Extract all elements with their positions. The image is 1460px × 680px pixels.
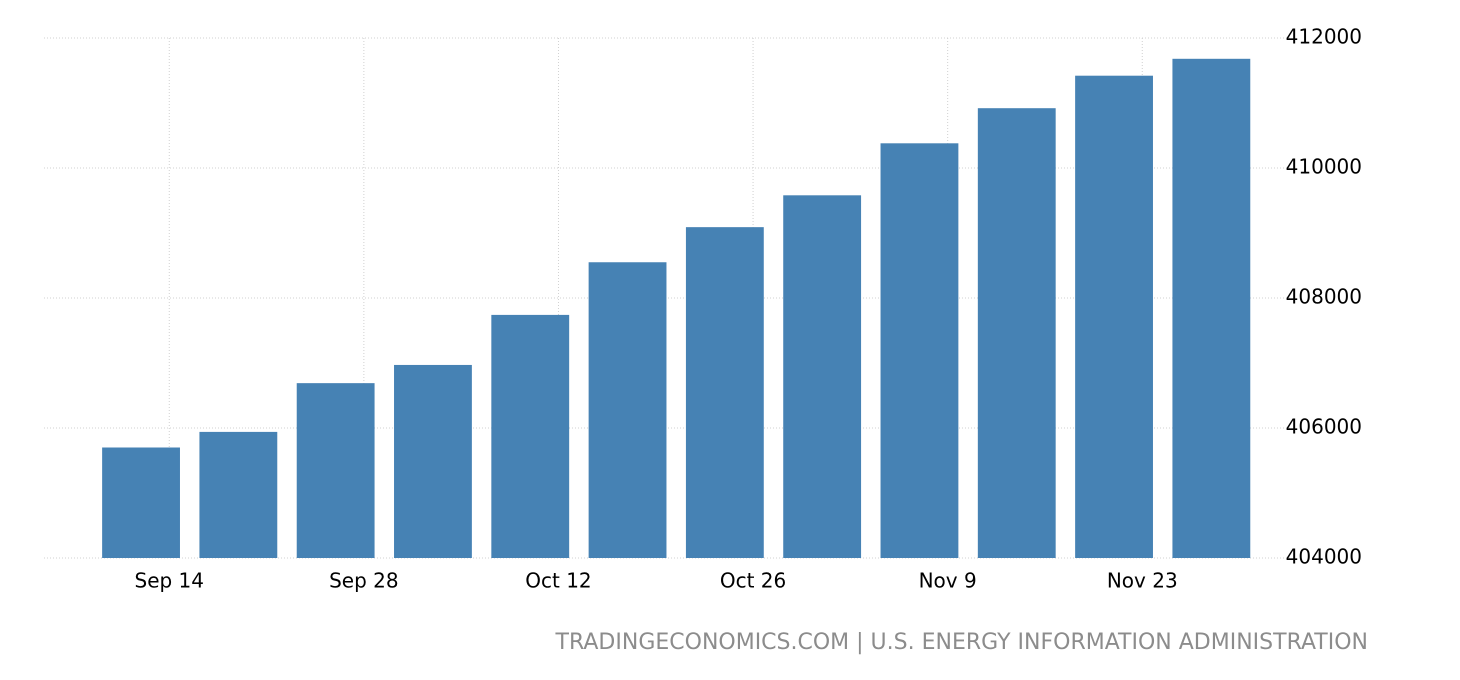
bar	[296, 383, 375, 558]
bar	[588, 262, 667, 558]
y-tick-label: 404000	[1286, 545, 1362, 569]
bar	[102, 447, 180, 558]
y-tick-label: 406000	[1286, 415, 1362, 439]
bar	[783, 195, 862, 559]
bar	[880, 143, 959, 559]
y-tick-label: 408000	[1286, 285, 1362, 309]
x-tick-label: Nov 9	[919, 569, 977, 593]
bar	[977, 108, 1056, 558]
x-tick-label: Oct 12	[525, 569, 591, 593]
source-note: TRADINGECONOMICS.COM | U.S. ENERGY INFOR…	[555, 630, 1368, 655]
x-tick-label: Sep 28	[329, 569, 399, 593]
bar	[491, 314, 570, 558]
bar	[1172, 58, 1251, 559]
bar	[394, 364, 472, 558]
x-tick-label: Nov 23	[1107, 569, 1178, 593]
bar	[1075, 75, 1153, 558]
bar	[199, 431, 278, 558]
bar	[685, 227, 764, 558]
x-tick-label: Oct 26	[720, 569, 786, 593]
y-tick-label: 412000	[1286, 25, 1362, 49]
y-tick-label: 410000	[1286, 155, 1362, 179]
x-tick-label: Sep 14	[135, 569, 205, 593]
